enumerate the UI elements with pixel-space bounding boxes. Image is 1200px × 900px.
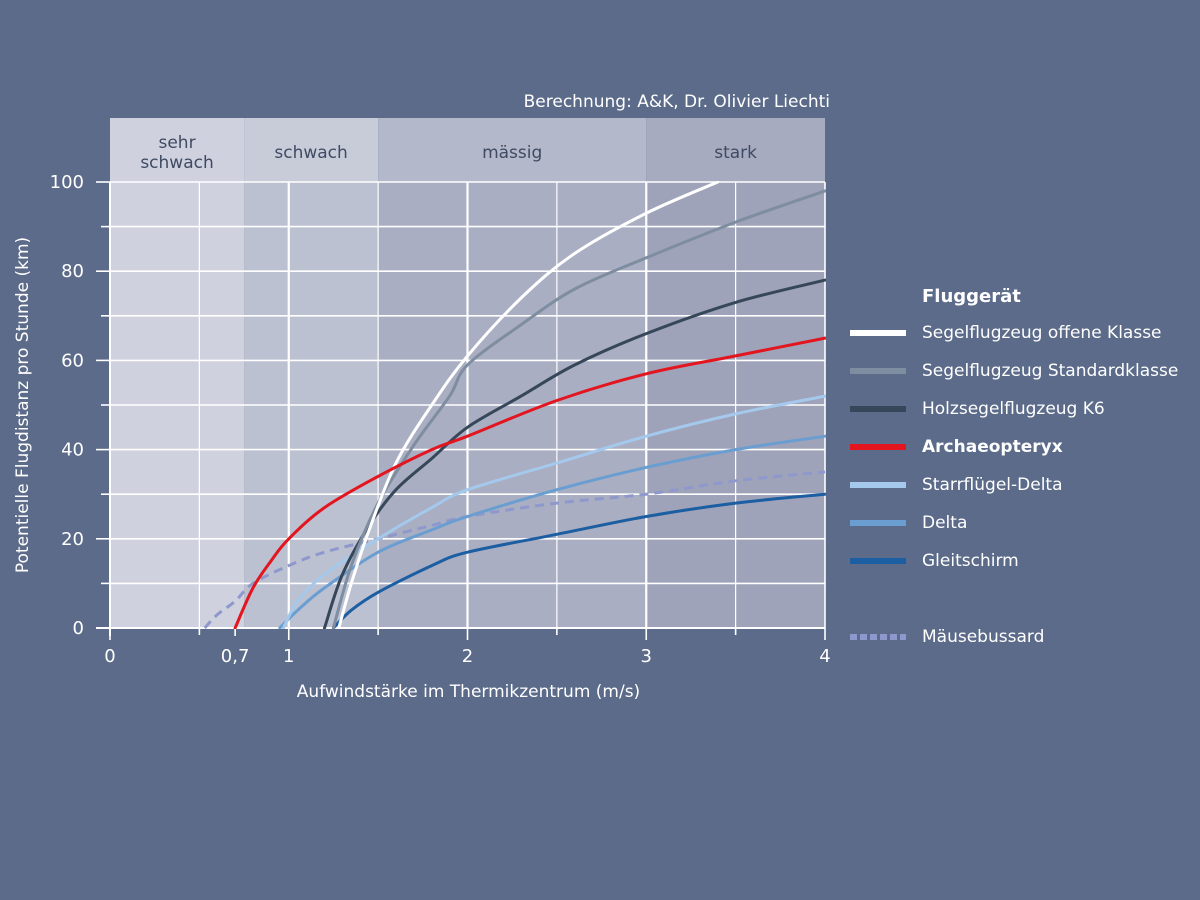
legend-label-5: Delta: [922, 513, 968, 533]
legend: Fluggerät Segelflugzeug offene Klasse Seg…: [850, 284, 1200, 647]
legend-item-4: Starrflügel-Delta: [850, 472, 1200, 498]
y-tick-label-3: 60: [61, 350, 84, 371]
legend-item-5: Delta: [850, 510, 1200, 536]
series-line-6: [331, 492, 826, 629]
y-tick-label-1: 20: [61, 529, 84, 550]
legend-swatch-0: [850, 330, 906, 336]
x-axis-label: Aufwindstärke im Thermikzentrum (m/s): [297, 682, 640, 702]
y-axis-label: Potentielle Flugdistanz pro Stunde (km): [13, 237, 33, 573]
series-line-5: [278, 434, 826, 629]
x-tick-label-4: 3: [641, 646, 652, 667]
legend-label-3: Archaeopteryx: [922, 437, 1063, 457]
series-line-3: [233, 336, 826, 629]
x-tick-label-0: 0: [104, 646, 115, 667]
zone-header-0: [110, 118, 245, 182]
series-line-1: [331, 189, 826, 629]
legend-swatch-7: [850, 634, 906, 640]
legend-swatch-1: [850, 368, 906, 374]
zone-label-2-0: mässig: [482, 143, 542, 163]
series-line-4: [281, 394, 826, 629]
credit-text: Berechnung: A&K, Dr. Olivier Liechti: [523, 92, 830, 112]
legend-item-7: Mäusebussard: [850, 624, 1200, 650]
y-tick-label-2: 40: [61, 440, 84, 461]
zone-header-2: [378, 118, 647, 182]
legend-item-1: Segelflugzeug Standardklasse: [850, 358, 1200, 384]
legend-item-3: Archaeopteryx: [850, 434, 1200, 460]
legend-item-6: Gleitschirm: [850, 548, 1200, 574]
legend-title: Fluggerät: [922, 286, 1021, 307]
y-tick-label-4: 80: [61, 261, 84, 282]
x-tick-label-5: 4: [819, 646, 830, 667]
legend-label-1: Segelflugzeug Standardklasse: [922, 361, 1179, 381]
zone-header-3: [646, 118, 825, 182]
zone-header-1: [244, 118, 379, 182]
zone-label-0-0: sehr: [158, 133, 195, 153]
x-tick-label-3: 2: [462, 646, 473, 667]
series-line-0: [337, 181, 720, 629]
series-line-7: [203, 470, 826, 629]
legend-swatch-2: [850, 406, 906, 412]
legend-label-2: Holzsegelflugzeug K6: [922, 399, 1105, 419]
legend-swatch-3: [850, 444, 906, 450]
legend-item-2: Holzsegelflugzeug K6: [850, 396, 1200, 422]
y-tick-label-5: 100: [50, 172, 84, 193]
legend-swatch-6: [850, 558, 906, 564]
zone-label-3-0: stark: [714, 143, 757, 163]
y-tick-label-0: 0: [73, 618, 84, 639]
legend-label-6: Gleitschirm: [922, 551, 1019, 571]
legend-label-7: Mäusebussard: [922, 627, 1045, 647]
x-tick-label-1: 0,7: [221, 646, 250, 667]
zone-label-0-1: schwach: [140, 153, 213, 173]
legend-item-0: Segelflugzeug offene Klasse: [850, 320, 1200, 346]
x-tick-label-2: 1: [283, 646, 294, 667]
legend-label-4: Starrflügel-Delta: [922, 475, 1063, 495]
zone-label-1-0: schwach: [274, 143, 347, 163]
legend-label-0: Segelflugzeug offene Klasse: [922, 323, 1162, 343]
legend-swatch-4: [850, 482, 906, 488]
legend-swatch-5: [850, 520, 906, 526]
